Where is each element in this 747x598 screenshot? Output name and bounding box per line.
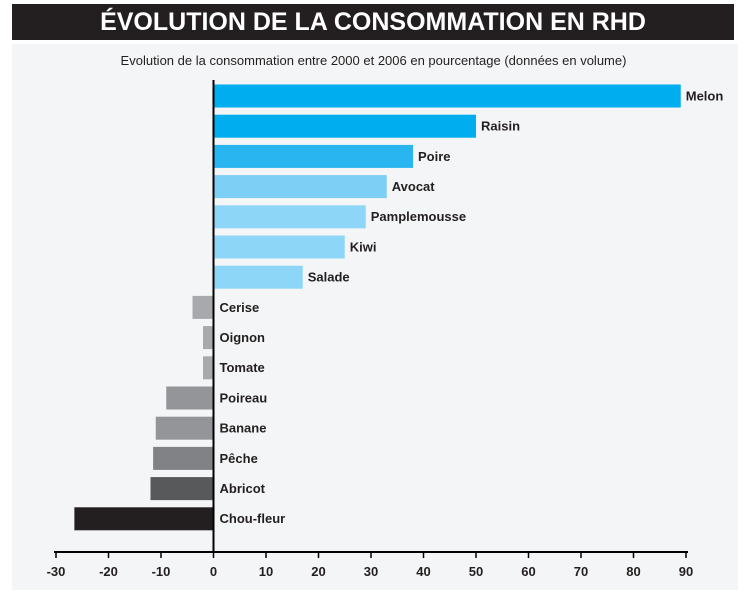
x-tick-label-7: 40 <box>416 564 430 579</box>
bar-label-12: Pêche <box>220 451 258 466</box>
bar-9 <box>203 356 214 380</box>
x-tick-label-5: 20 <box>311 564 325 579</box>
x-tick-label-11: 80 <box>626 564 640 579</box>
bar-12 <box>153 446 214 470</box>
x-tick-label-10: 70 <box>574 564 588 579</box>
bar-3 <box>213 175 387 199</box>
x-tick-label-12: 90 <box>679 564 693 579</box>
bar-label-13: Abricot <box>220 481 266 496</box>
bar-label-1: Raisin <box>481 119 520 134</box>
x-tick-label-0: -30 <box>47 564 66 579</box>
bar-label-10: Poireau <box>220 390 268 405</box>
x-tick-label-2: -10 <box>152 564 171 579</box>
x-tick-label-9: 60 <box>521 564 535 579</box>
bar-label-14: Chou-fleur <box>220 511 286 526</box>
bar-label-11: Banane <box>220 421 267 436</box>
bar-label-3: Avocat <box>392 179 436 194</box>
x-tick-label-6: 30 <box>364 564 378 579</box>
bar-label-0: Melon <box>686 88 724 103</box>
chart-title: ÉVOLUTION DE LA CONSOMMATION EN RHD <box>12 4 734 40</box>
x-tick-label-3: 0 <box>210 564 217 579</box>
bar-label-4: Pamplemousse <box>371 209 466 224</box>
bar-0 <box>213 84 681 108</box>
x-tick-label-1: -20 <box>99 564 118 579</box>
bar-11 <box>155 416 214 440</box>
bar-2 <box>213 144 413 168</box>
bar-4 <box>213 205 366 229</box>
bar-8 <box>203 326 214 350</box>
bar-14 <box>74 507 214 531</box>
x-tick-label-8: 50 <box>469 564 483 579</box>
bar-label-8: Oignon <box>220 330 266 345</box>
chart-subtitle: Evolution de la consommation entre 2000 … <box>120 53 627 68</box>
bar-13 <box>150 477 214 501</box>
bar-10 <box>166 386 214 410</box>
bar-5 <box>213 235 345 259</box>
x-tick-label-4: 10 <box>259 564 273 579</box>
bar-1 <box>213 114 476 138</box>
bar-label-7: Cerise <box>220 300 260 315</box>
bar-label-6: Salade <box>308 270 350 285</box>
bar-6 <box>213 265 303 289</box>
bar-7 <box>192 295 214 319</box>
bar-label-5: Kiwi <box>350 239 377 254</box>
bar-label-9: Tomate <box>220 360 265 375</box>
bar-label-2: Poire <box>418 149 451 164</box>
